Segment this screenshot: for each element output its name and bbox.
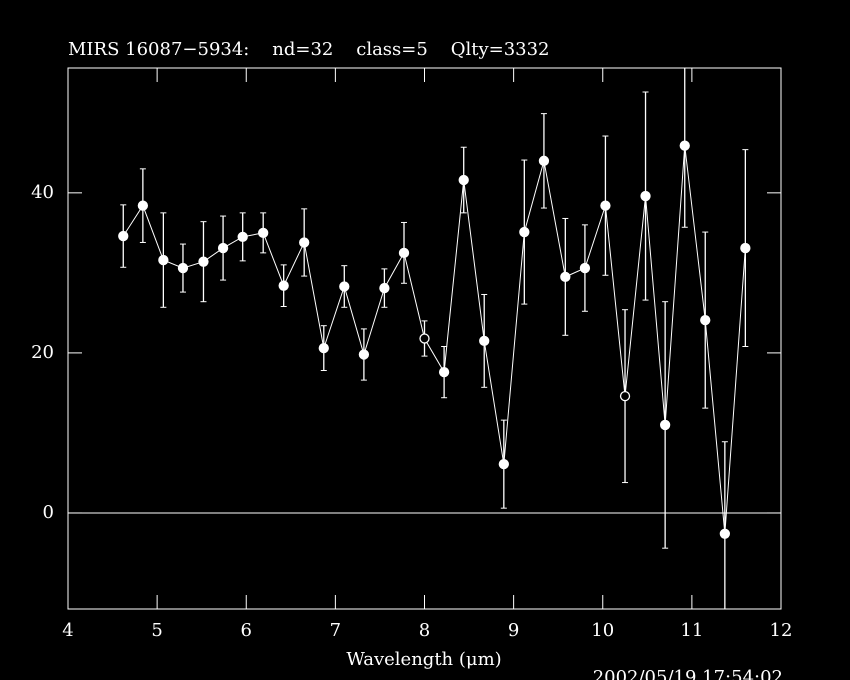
data-point — [700, 314, 711, 326]
data-point — [538, 155, 550, 166]
chart-title: MIRS 16087−5934: nd=32 class=5 Qlty=3332 — [68, 39, 550, 60]
x-tick-label: 6 — [241, 620, 252, 641]
data-point — [379, 282, 390, 294]
data-point — [519, 226, 530, 238]
x-tick-label: 11 — [680, 620, 703, 641]
data-point — [640, 190, 651, 202]
y-tick-label: 20 — [31, 342, 54, 363]
data-point — [679, 140, 690, 151]
data-point — [398, 247, 410, 259]
x-tick-label: 4 — [62, 620, 73, 641]
data-point — [217, 242, 229, 254]
x-tick-label: 12 — [770, 620, 793, 641]
data-point — [579, 262, 591, 274]
data-point — [358, 349, 370, 360]
data-point — [339, 281, 350, 292]
data-point — [158, 254, 169, 266]
data-point — [659, 419, 671, 431]
data-point — [740, 242, 751, 254]
x-axis-label: Wavelength (μm) — [346, 649, 501, 670]
data-point — [278, 280, 289, 291]
data-point — [198, 256, 209, 267]
x-tick-label: 8 — [419, 620, 430, 641]
data-point — [258, 227, 269, 239]
y-tick-label: 0 — [43, 502, 54, 523]
data-point — [458, 174, 469, 186]
timestamp: 2002/05/19 17:54:02 — [593, 667, 783, 680]
data-point — [419, 333, 430, 344]
data-point — [619, 390, 631, 402]
x-tick-label: 9 — [508, 620, 519, 641]
data-point — [719, 528, 731, 539]
x-tick-label: 7 — [330, 620, 341, 641]
data-point — [479, 335, 490, 347]
data-point — [137, 200, 149, 211]
y-tick-label: 40 — [31, 182, 54, 203]
data-point — [177, 262, 189, 274]
x-tick-label: 5 — [151, 620, 162, 641]
data-point — [438, 366, 450, 378]
data-point — [318, 342, 329, 354]
data-point — [600, 200, 611, 211]
data-point — [498, 458, 509, 470]
data-point — [299, 237, 310, 248]
data-point — [237, 231, 248, 243]
data-point — [560, 271, 571, 283]
x-tick-label: 10 — [591, 620, 614, 641]
data-point — [118, 230, 129, 242]
